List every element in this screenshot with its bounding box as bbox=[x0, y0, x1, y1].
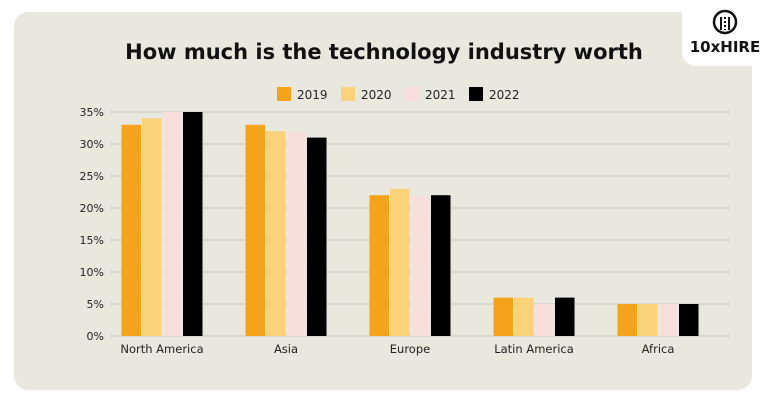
legend-swatch bbox=[405, 87, 419, 101]
bar-2022 bbox=[307, 137, 327, 336]
bar-2021 bbox=[534, 304, 554, 336]
logo-text: 10xHIRE bbox=[689, 38, 761, 56]
y-tick-label: 30% bbox=[80, 138, 104, 151]
y-tick-label: 25% bbox=[80, 170, 104, 183]
bar-2021 bbox=[286, 131, 306, 336]
bar-2019 bbox=[369, 195, 389, 336]
bar-2022 bbox=[183, 112, 203, 336]
legend-label: 2019 bbox=[297, 88, 328, 102]
bar-2021 bbox=[410, 195, 430, 336]
y-tick-label: 35% bbox=[80, 106, 104, 119]
x-tick-label: Latin America bbox=[494, 342, 574, 356]
bar-2020 bbox=[266, 131, 286, 336]
logo-icon bbox=[712, 9, 738, 35]
bar-2021 bbox=[162, 112, 182, 336]
bar-2020 bbox=[514, 297, 534, 336]
bar-2019 bbox=[617, 304, 637, 336]
bar-2019 bbox=[493, 297, 513, 336]
logo: 10xHIRE bbox=[682, 0, 768, 66]
legend-swatch bbox=[277, 87, 291, 101]
x-tick-label: Europe bbox=[390, 342, 430, 356]
y-tick-label: 5% bbox=[87, 298, 104, 311]
bar-2021 bbox=[658, 304, 678, 336]
legend-label: 2021 bbox=[425, 88, 456, 102]
x-tick-label: Asia bbox=[274, 342, 298, 356]
bar-2022 bbox=[555, 297, 575, 336]
bar-2020 bbox=[142, 118, 162, 337]
bar-2020 bbox=[390, 188, 410, 336]
legend-label: 2022 bbox=[489, 88, 520, 102]
y-tick-label: 10% bbox=[80, 266, 104, 279]
legend-label: 2020 bbox=[361, 88, 392, 102]
x-tick-label: North America bbox=[120, 342, 203, 356]
legend-swatch bbox=[341, 87, 355, 101]
bar-2019 bbox=[121, 124, 141, 336]
bar-2020 bbox=[638, 304, 658, 336]
bar-2019 bbox=[245, 124, 265, 336]
x-tick-label: Africa bbox=[642, 342, 675, 356]
y-tick-label: 0% bbox=[87, 330, 104, 343]
chart-title: How much is the technology industry wort… bbox=[125, 40, 643, 64]
legend-swatch bbox=[469, 87, 483, 101]
y-tick-label: 20% bbox=[80, 202, 104, 215]
bar-2022 bbox=[679, 304, 699, 336]
y-tick-label: 15% bbox=[80, 234, 104, 247]
bar-2022 bbox=[431, 195, 451, 336]
